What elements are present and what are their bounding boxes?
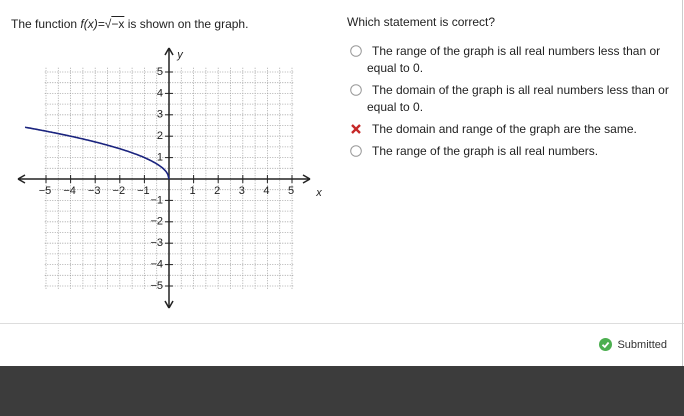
y-tick-label: 3 <box>157 109 163 121</box>
y-tick-label: −1 <box>150 194 163 206</box>
radio-button[interactable] <box>350 45 362 57</box>
x-tick-label: −2 <box>113 185 126 197</box>
option[interactable]: The range of the graph is all real numbe… <box>348 143 669 160</box>
option[interactable]: The range of the graph is all real numbe… <box>348 43 669 77</box>
radical-sign: √ <box>104 17 112 31</box>
status: Submitted <box>599 338 667 351</box>
x-tick-label: −4 <box>63 185 76 197</box>
separator <box>0 323 684 324</box>
y-tick-label: 5 <box>157 66 163 78</box>
y-tick-label: −5 <box>150 280 163 292</box>
option[interactable]: The domain of the graph is all real numb… <box>348 82 669 116</box>
incorrect-icon <box>351 124 361 134</box>
prompt-text: The function <box>11 17 78 31</box>
y-tick-label: 4 <box>157 87 163 99</box>
function-name: f(x)= <box>80 17 105 31</box>
x-tick-label: 2 <box>214 185 220 197</box>
prompt-text: is shown on the graph. <box>127 17 249 31</box>
radicand: −x <box>111 17 125 31</box>
y-tick-label: −2 <box>150 216 163 228</box>
arrow <box>17 47 311 309</box>
x-tick-label: −1 <box>137 185 150 197</box>
axis-label: y <box>176 49 184 61</box>
border <box>682 0 683 366</box>
radio-button[interactable] <box>350 145 362 157</box>
function-curve <box>24 126 170 180</box>
option-text: The domain and range of the graph are th… <box>372 122 637 136</box>
y-tick-label: −3 <box>150 237 163 249</box>
check-icon <box>599 338 613 351</box>
x-tick-label: 3 <box>239 185 245 197</box>
option-text: The range of the graph is all real numbe… <box>367 44 661 75</box>
footer-bar <box>0 366 684 416</box>
option-text: The domain of the graph is all real numb… <box>367 83 669 114</box>
status-text: Submitted <box>617 338 667 351</box>
y-tick-label: −4 <box>150 259 163 271</box>
y-tick-label: 1 <box>157 152 163 164</box>
question: Which statement is correct? <box>347 15 496 29</box>
x-tick-label: 5 <box>288 185 294 197</box>
y-tick-label: 2 <box>157 130 163 142</box>
graph: x y −5 −4 −3 −2 −1 1 2 3 4 5 5 4 3 2 1 −1 −2 −3 −4 −5 <box>17 47 322 309</box>
axis-label: x <box>315 187 322 199</box>
x-tick-label: −3 <box>88 185 101 197</box>
option[interactable]: The domain and range of the graph are th… <box>348 121 669 138</box>
x-tick-label: −5 <box>39 185 52 197</box>
x-tick-label: 4 <box>263 185 269 197</box>
option-text: The range of the graph is all real numbe… <box>372 144 599 158</box>
options: The range of the graph is all real numbe… <box>348 43 669 165</box>
prompt: The function f(x)=√−x is shown on the gr… <box>11 17 248 31</box>
radio-button[interactable] <box>350 84 362 96</box>
x-tick-label: 1 <box>190 185 196 197</box>
